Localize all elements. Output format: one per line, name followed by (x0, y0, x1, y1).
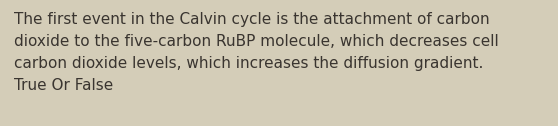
Text: The first event in the Calvin cycle is the attachment of carbon: The first event in the Calvin cycle is t… (14, 12, 489, 27)
Text: True Or False: True Or False (14, 78, 113, 93)
Text: dioxide to the five-carbon RuBP molecule, which decreases cell: dioxide to the five-carbon RuBP molecule… (14, 34, 499, 49)
Text: carbon dioxide levels, which increases the diffusion gradient.: carbon dioxide levels, which increases t… (14, 56, 483, 71)
